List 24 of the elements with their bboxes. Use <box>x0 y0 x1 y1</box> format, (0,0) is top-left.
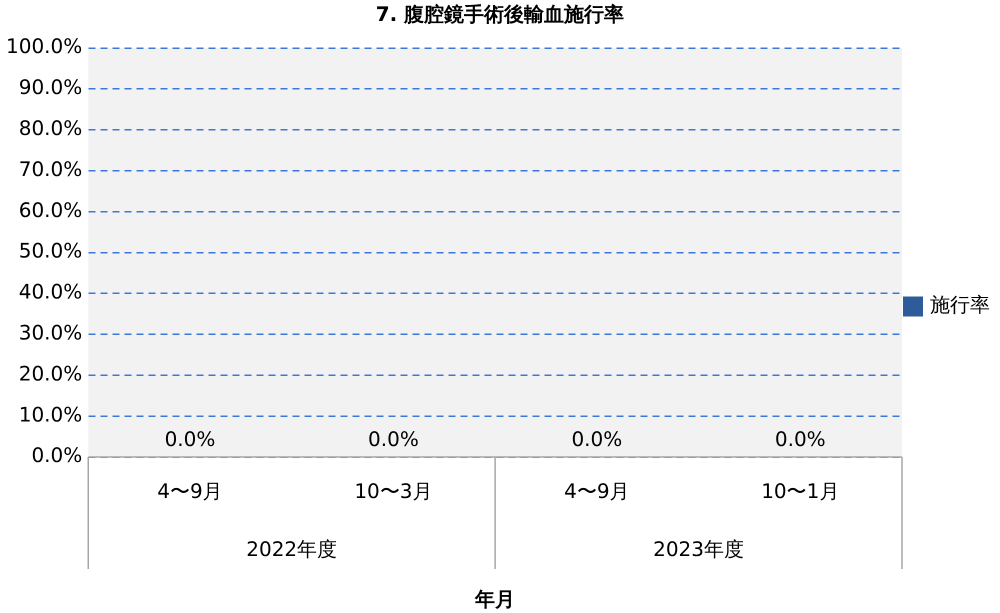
legend-label: 施行率 <box>930 292 990 317</box>
y-tick-label: 70.0% <box>18 156 82 181</box>
data-label: 0.0% <box>774 427 826 452</box>
data-label: 0.0% <box>368 427 419 452</box>
y-tick-label: 30.0% <box>18 320 82 345</box>
chart-title: 7. 腹腔鏡手術後輸血施行率 <box>376 2 624 26</box>
y-tick-label: 0.0% <box>31 443 82 468</box>
y-tick-label: 80.0% <box>18 116 82 140</box>
y-tick-label: 40.0% <box>18 280 82 304</box>
x-tick-label: 10〜1月 <box>761 479 840 504</box>
y-tick-label: 20.0% <box>18 361 82 386</box>
y-tick-label: 90.0% <box>18 75 82 100</box>
y-tick-label: 50.0% <box>18 238 82 263</box>
text: 2023年度 <box>653 537 744 562</box>
text: 2022年度 <box>246 537 338 562</box>
x-tick-label: 4〜9月 <box>564 479 630 504</box>
data-label: 0.0% <box>571 427 622 452</box>
data-label: 0.0% <box>164 427 216 452</box>
y-tick-label: 10.0% <box>18 402 82 426</box>
x-axis-title: 年月 <box>474 587 516 612</box>
y-tick-label: 100.0% <box>6 34 82 58</box>
x-tick-label: 4〜9月 <box>157 479 223 504</box>
y-tick-label: 60.0% <box>18 198 82 222</box>
x-tick-label: 10〜3月 <box>354 479 433 504</box>
